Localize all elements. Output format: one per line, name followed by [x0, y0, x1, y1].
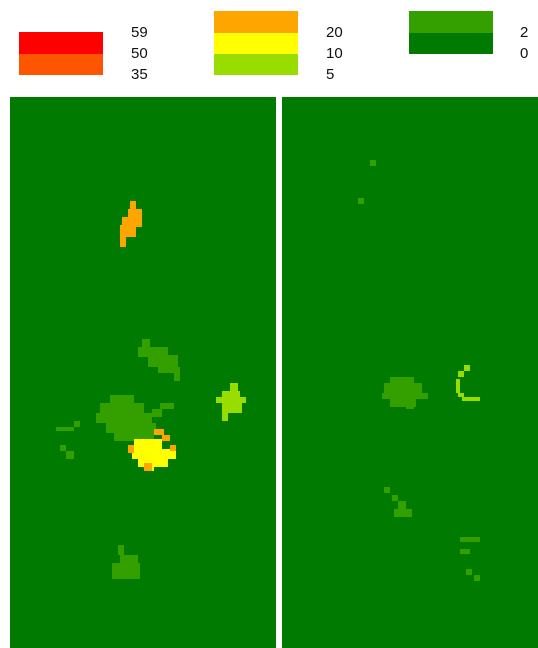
- legend-swatch-2: [409, 11, 493, 33]
- legend-label: 0: [520, 45, 529, 62]
- patch-class-20: [128, 429, 176, 471]
- patch-class-5: [456, 365, 480, 401]
- left-map[interactable]: [10, 97, 276, 648]
- legend-swatch-5: [214, 54, 298, 75]
- legend-swatch-50: [19, 54, 103, 75]
- legend-label: 35: [131, 66, 148, 83]
- legend-label: 2: [520, 24, 529, 41]
- legend: 59 50 35 20 10 5 2 0: [0, 0, 538, 95]
- legend-swatch-59: [19, 32, 103, 54]
- legend-swatch-20: [214, 11, 298, 33]
- legend-label: 10: [326, 45, 343, 62]
- patch-class-2: [112, 545, 140, 579]
- patch-class-10: [132, 439, 176, 471]
- legend-label: 5: [326, 66, 335, 83]
- patch-class-2: [358, 160, 480, 581]
- patch-class-2: [56, 395, 174, 459]
- right-map[interactable]: [282, 97, 538, 648]
- legend-label: 50: [131, 45, 148, 62]
- legend-swatch-10: [214, 33, 298, 54]
- patch-class-2: [138, 339, 180, 381]
- legend-label: 20: [326, 24, 343, 41]
- legend-swatch-0: [409, 33, 493, 54]
- patch-class-5: [216, 383, 246, 421]
- patch-class-20: [120, 201, 142, 247]
- legend-label: 59: [131, 24, 148, 41]
